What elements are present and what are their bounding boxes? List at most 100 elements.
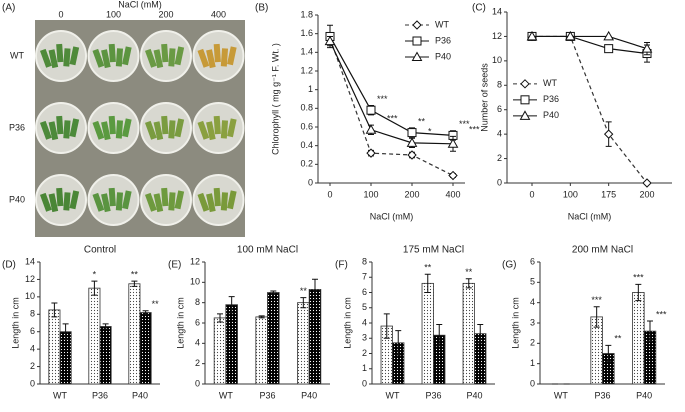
chart-title: 100 mM NaCl [237,245,298,256]
x-tick-label: P36 [594,390,610,400]
x-axis-label: NaCl (mM) [568,211,612,221]
marker [411,51,423,61]
marker [406,137,418,147]
leaf [92,48,105,68]
marker [604,44,614,54]
y-axis-label: Length in cm [510,297,520,349]
leaf [174,118,185,138]
leaf [69,46,80,66]
leaf [56,115,64,135]
y-tick-label: 0.4 [300,140,313,150]
y-tick-label: 8 [30,309,35,319]
y-tick-label: 10 [492,55,502,65]
chart-panel: (G) 200 mM NaCl Length in cm 0 1 2 3 4 5 6 WT P36 P4… [502,245,667,401]
y-tick-label: 5 [362,302,367,312]
leaf [39,192,52,212]
y-tick-label: 0 [497,177,502,187]
x-tick-label: P36 [92,390,108,400]
leaf [63,120,71,139]
error-bar [300,297,307,309]
y-tick-label: 0.2 [300,159,313,169]
y-tick-label: 14 [492,6,502,16]
x-tick-label: 0 [327,189,332,199]
series-line [532,35,648,50]
leaf [122,190,132,210]
error-bar [62,323,69,341]
chart-title: 175 mM NaCl [403,245,464,256]
marker [642,178,652,188]
marker [407,150,417,160]
y-tick-label: 1 [362,363,367,373]
leaf [101,49,111,69]
legend-label: WT [435,19,449,29]
y-tick-label: 0 [30,378,35,388]
photo-header: NaCl (mM) [118,0,162,9]
panel-label: (C) [472,3,486,14]
y-tick-label: 6 [497,104,502,114]
error-bar [131,280,138,287]
y-axis-label: Length in cm [342,297,352,349]
y-tick-label: 2 [195,358,200,368]
leaf [197,192,210,212]
marker [448,170,458,181]
x-tick-label: WT [386,390,400,400]
leaf [115,120,124,139]
panel-label: (B) [255,3,268,14]
error-bar [477,324,484,344]
column-label: 400 [211,9,226,19]
leaf [108,187,116,207]
x-tick-label: P36 [259,390,275,400]
leaf [227,46,237,66]
significance-label: *** [469,125,480,135]
y-tick-label: 6 [530,256,535,266]
leaf [206,49,216,69]
y-tick-label: 0 [362,378,367,388]
y-tick-label: 4 [530,297,535,307]
marker [520,79,530,89]
panel-label: (G) [502,260,516,271]
bar [308,289,322,385]
y-axis-label: Number of seeds [479,63,489,132]
y-tick-label: 1 [308,84,313,94]
y-tick-label: 1.6 [300,28,313,38]
marker [526,30,538,41]
y-tick-label: 5 [530,277,535,287]
panel-label: (F) [335,260,348,271]
x-tick-label: 100 [363,189,378,199]
leaf [63,48,71,67]
panel-label: (A) [2,3,15,14]
y-tick-label: 4 [195,338,200,348]
marker [407,128,417,138]
x-tick-label: WT [219,390,233,400]
bar [88,287,101,385]
y-tick-label: 1 [530,358,535,368]
leaf [161,43,169,63]
panel-label: (E) [168,260,181,271]
significance-label: ** [614,334,622,344]
x-tick-label: 100 [563,189,578,199]
leaf [161,187,169,207]
leaf [63,192,71,211]
leaf [56,187,64,207]
significance-label: ** [465,267,473,277]
significance-label: ** [131,270,139,280]
leaf [144,48,157,68]
y-tick-label: 6 [30,326,35,336]
x-tick-label: WT [53,390,67,400]
y-tick-label: 4 [497,129,502,139]
leaf [168,192,176,211]
significance-label: *** [387,114,398,124]
leaf [174,190,185,210]
bar [225,304,238,385]
error-bar [436,324,443,347]
significance-label: ** [418,116,426,126]
y-tick-label: 0 [308,177,313,187]
bar [421,282,434,385]
y-tick-label: 1.4 [300,47,313,57]
bar [48,309,61,385]
leaf [108,115,116,135]
panel-label: (D) [2,260,16,271]
leaf [92,120,105,140]
legend-label: P36 [543,94,559,104]
marker [324,35,336,46]
